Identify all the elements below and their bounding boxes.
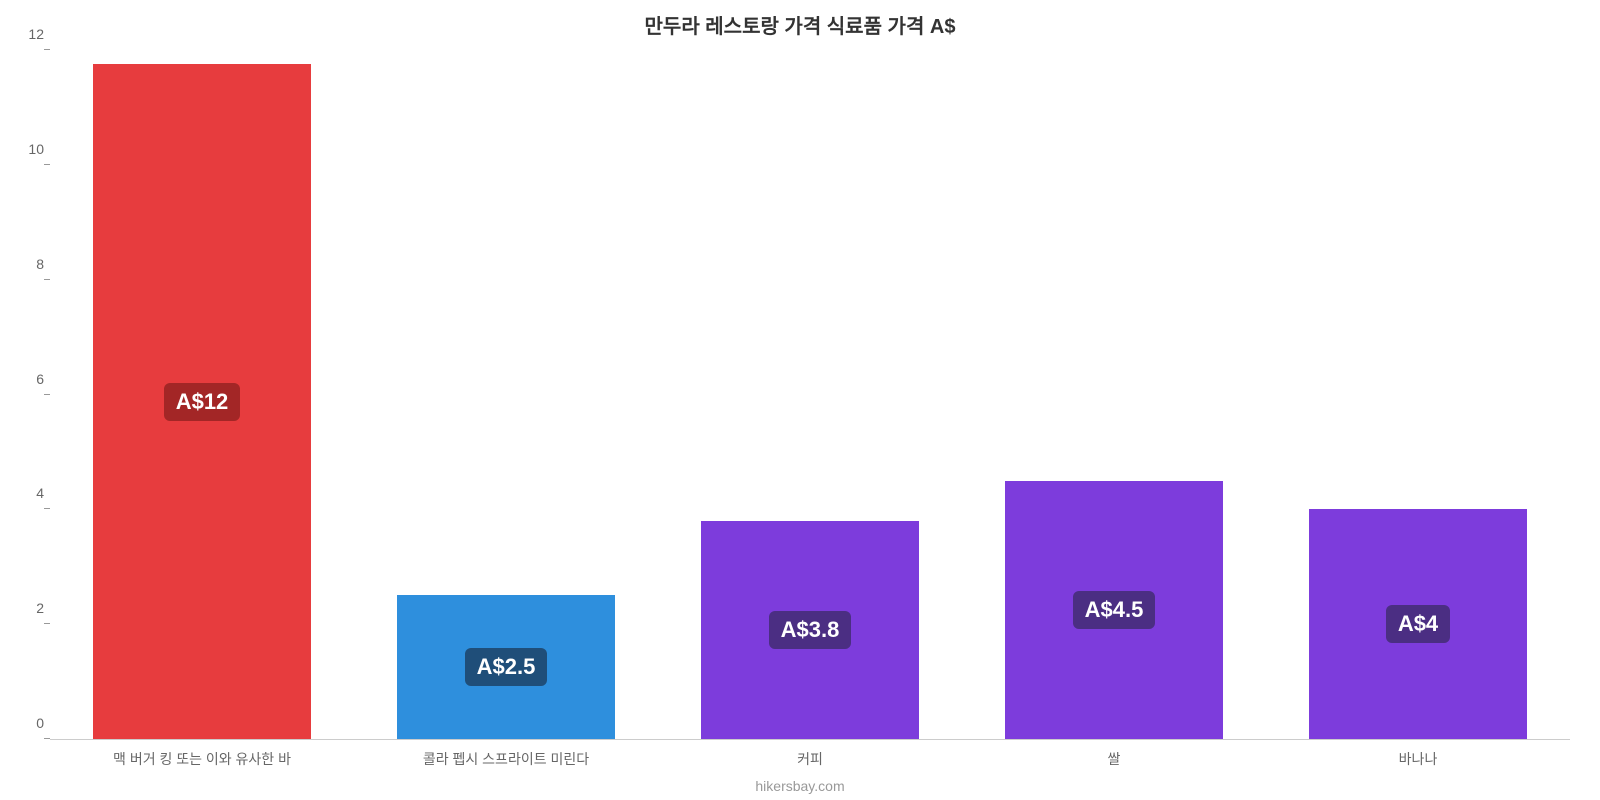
ytick-mark — [44, 738, 50, 739]
ytick-label: 10 — [6, 141, 44, 157]
ytick-mark — [44, 279, 50, 280]
ytick-mark — [44, 394, 50, 395]
chart-title: 만두라 레스토랑 가격 식료품 가격 A$ — [0, 10, 1600, 39]
ytick-mark — [44, 164, 50, 165]
bar: A$4.5 — [1005, 481, 1224, 739]
xtick-label: 콜라 펩시 스프라이트 미린다 — [423, 749, 589, 769]
bar-slot: A$4.5쌀 — [962, 50, 1266, 739]
bar-value-label: A$4.5 — [1073, 591, 1156, 629]
ytick-label: 6 — [6, 371, 44, 387]
ytick-mark — [44, 49, 50, 50]
attribution-text: hikersbay.com — [0, 778, 1600, 794]
bar: A$4 — [1309, 509, 1528, 739]
bar-slot: A$12맥 버거 킹 또는 이와 유사한 바 — [50, 50, 354, 739]
bar-value-label: A$2.5 — [465, 648, 548, 686]
bar: A$2.5 — [397, 595, 616, 739]
bars-layer: A$12맥 버거 킹 또는 이와 유사한 바A$2.5콜라 펩시 스프라이트 미… — [50, 50, 1570, 739]
xtick-label: 바나나 — [1399, 749, 1438, 769]
bar-slot: A$3.8커피 — [658, 50, 962, 739]
bar: A$3.8 — [701, 521, 920, 739]
xtick-label: 커피 — [797, 749, 823, 769]
bar-value-label: A$4 — [1386, 605, 1450, 643]
xtick-label: 맥 버거 킹 또는 이와 유사한 바 — [113, 749, 291, 769]
bar-slot: A$4바나나 — [1266, 50, 1570, 739]
xtick-label: 쌀 — [1108, 749, 1121, 769]
bar-value-label: A$12 — [164, 383, 241, 421]
ytick-label: 2 — [6, 600, 44, 616]
ytick-label: 0 — [6, 715, 44, 731]
ytick-label: 4 — [6, 485, 44, 501]
plot-area: A$12맥 버거 킹 또는 이와 유사한 바A$2.5콜라 펩시 스프라이트 미… — [50, 50, 1570, 740]
ytick-mark — [44, 623, 50, 624]
bar-value-label: A$3.8 — [769, 611, 852, 649]
ytick-label: 8 — [6, 256, 44, 272]
price-bar-chart: 만두라 레스토랑 가격 식료품 가격 A$ A$12맥 버거 킹 또는 이와 유… — [0, 0, 1600, 800]
ytick-mark — [44, 508, 50, 509]
ytick-label: 12 — [6, 26, 44, 42]
bar-slot: A$2.5콜라 펩시 스프라이트 미린다 — [354, 50, 658, 739]
bar: A$12 — [93, 64, 312, 739]
